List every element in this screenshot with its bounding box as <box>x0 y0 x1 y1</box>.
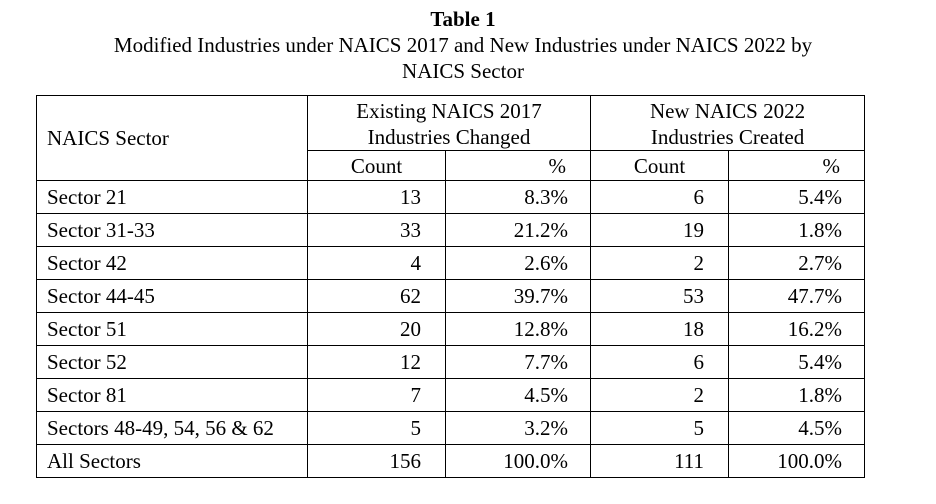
cell-changed-count: 20 <box>307 312 446 346</box>
header-row-subcolumns: Count % Count % <box>37 150 866 181</box>
cell-created-pct: 2.7% <box>728 246 866 280</box>
cell-changed-count: 62 <box>307 279 446 313</box>
cell-created-count: 6 <box>590 345 730 379</box>
cell-sector: Sector 44-45 <box>36 279 308 313</box>
cell-created-pct: 100.0% <box>728 444 866 478</box>
cell-created-pct: 16.2% <box>728 312 866 346</box>
cell-created-count: 18 <box>590 312 730 346</box>
table-row: Sector 51 20 12.8% 18 16.2% <box>36 312 866 346</box>
cell-created-pct: 1.8% <box>728 378 866 412</box>
cell-created-pct: 4.5% <box>728 411 866 445</box>
table-row: Sector 31-33 33 21.2% 19 1.8% <box>36 213 866 247</box>
cell-created-count: 111 <box>590 444 730 478</box>
row-header-naics-sector: NAICS Sector <box>36 95 308 181</box>
cell-changed-count: 13 <box>307 180 446 214</box>
cell-created-count: 5 <box>590 411 730 445</box>
cell-changed-pct: 7.7% <box>444 345 592 379</box>
cell-sector: Sector 31-33 <box>36 213 308 247</box>
table-row: Sector 52 12 7.7% 6 5.4% <box>36 345 866 379</box>
table-subtitle-line1: Modified Industries under NAICS 2017 and… <box>113 33 813 57</box>
header-row-groups: NAICS Sector Existing NAICS 2017 Industr… <box>36 95 866 181</box>
group-header-existing-line2: Industries Changed <box>367 125 531 149</box>
cell-created-count: 53 <box>590 279 730 313</box>
table-row: Sector 42 4 2.6% 2 2.7% <box>36 246 866 280</box>
cell-changed-count: 156 <box>307 444 446 478</box>
cell-sector: Sector 81 <box>36 378 308 412</box>
cell-created-count: 2 <box>590 378 730 412</box>
cell-changed-pct: 39.7% <box>444 279 592 313</box>
cell-sector: Sector 42 <box>36 246 308 280</box>
cell-created-pct: 5.4% <box>728 345 866 379</box>
group-header-existing: Existing NAICS 2017 Industries Changed <box>306 95 592 151</box>
cell-sector: Sector 51 <box>36 312 308 346</box>
naics-sector-table: NAICS Sector Existing NAICS 2017 Industr… <box>36 95 866 478</box>
table-title: Table 1 <box>430 7 496 31</box>
table-row: Sector 21 13 8.3% 6 5.4% <box>36 180 866 214</box>
table-subtitle-line2: NAICS Sector <box>402 59 524 83</box>
cell-created-count: 19 <box>590 213 730 247</box>
cell-sector: Sector 21 <box>36 180 308 214</box>
table-row: All Sectors 156 100.0% 111 100.0% <box>36 444 866 478</box>
group-header-new-line2: Industries Created <box>650 125 805 149</box>
col-header-created-count: Count <box>590 150 730 181</box>
cell-changed-pct: 2.6% <box>444 246 592 280</box>
cell-changed-pct: 100.0% <box>444 444 592 478</box>
col-header-changed-pct: % <box>444 150 592 181</box>
cell-changed-count: 12 <box>307 345 446 379</box>
group-header-new: New NAICS 2022 Industries Created <box>590 95 866 151</box>
cell-created-pct: 5.4% <box>728 180 866 214</box>
cell-created-count: 2 <box>590 246 730 280</box>
cell-sector: Sector 52 <box>36 345 308 379</box>
cell-changed-pct: 21.2% <box>444 213 592 247</box>
cell-changed-pct: 4.5% <box>444 378 592 412</box>
group-header-existing-line1: Existing NAICS 2017 <box>356 99 542 123</box>
table-row: Sector 81 7 4.5% 2 1.8% <box>36 378 866 412</box>
table-row: Sector 44-45 62 39.7% 53 47.7% <box>36 279 866 313</box>
cell-changed-count: 4 <box>307 246 446 280</box>
cell-created-pct: 1.8% <box>728 213 866 247</box>
cell-changed-count: 5 <box>307 411 446 445</box>
group-header-new-line1: New NAICS 2022 <box>649 99 806 123</box>
cell-changed-pct: 3.2% <box>444 411 592 445</box>
cell-created-pct: 47.7% <box>728 279 866 313</box>
cell-sector: All Sectors <box>36 444 308 478</box>
cell-changed-count: 7 <box>307 378 446 412</box>
cell-changed-pct: 8.3% <box>444 180 592 214</box>
cell-changed-count: 33 <box>307 213 446 247</box>
table-body: Sector 21 13 8.3% 6 5.4% Sector 31-33 33 21.2% 1… <box>36 180 866 478</box>
col-header-created-pct: % <box>728 150 866 181</box>
table-row: Sectors 48-49, 54, 56 & 62 5 3.2% 5 4.5% <box>36 411 866 445</box>
cell-changed-pct: 12.8% <box>444 312 592 346</box>
cell-created-count: 6 <box>590 180 730 214</box>
table-caption: Table 1 Modified Industries under NAICS … <box>0 6 926 84</box>
col-header-changed-count: Count <box>307 150 446 181</box>
cell-sector: Sectors 48-49, 54, 56 & 62 <box>36 411 308 445</box>
